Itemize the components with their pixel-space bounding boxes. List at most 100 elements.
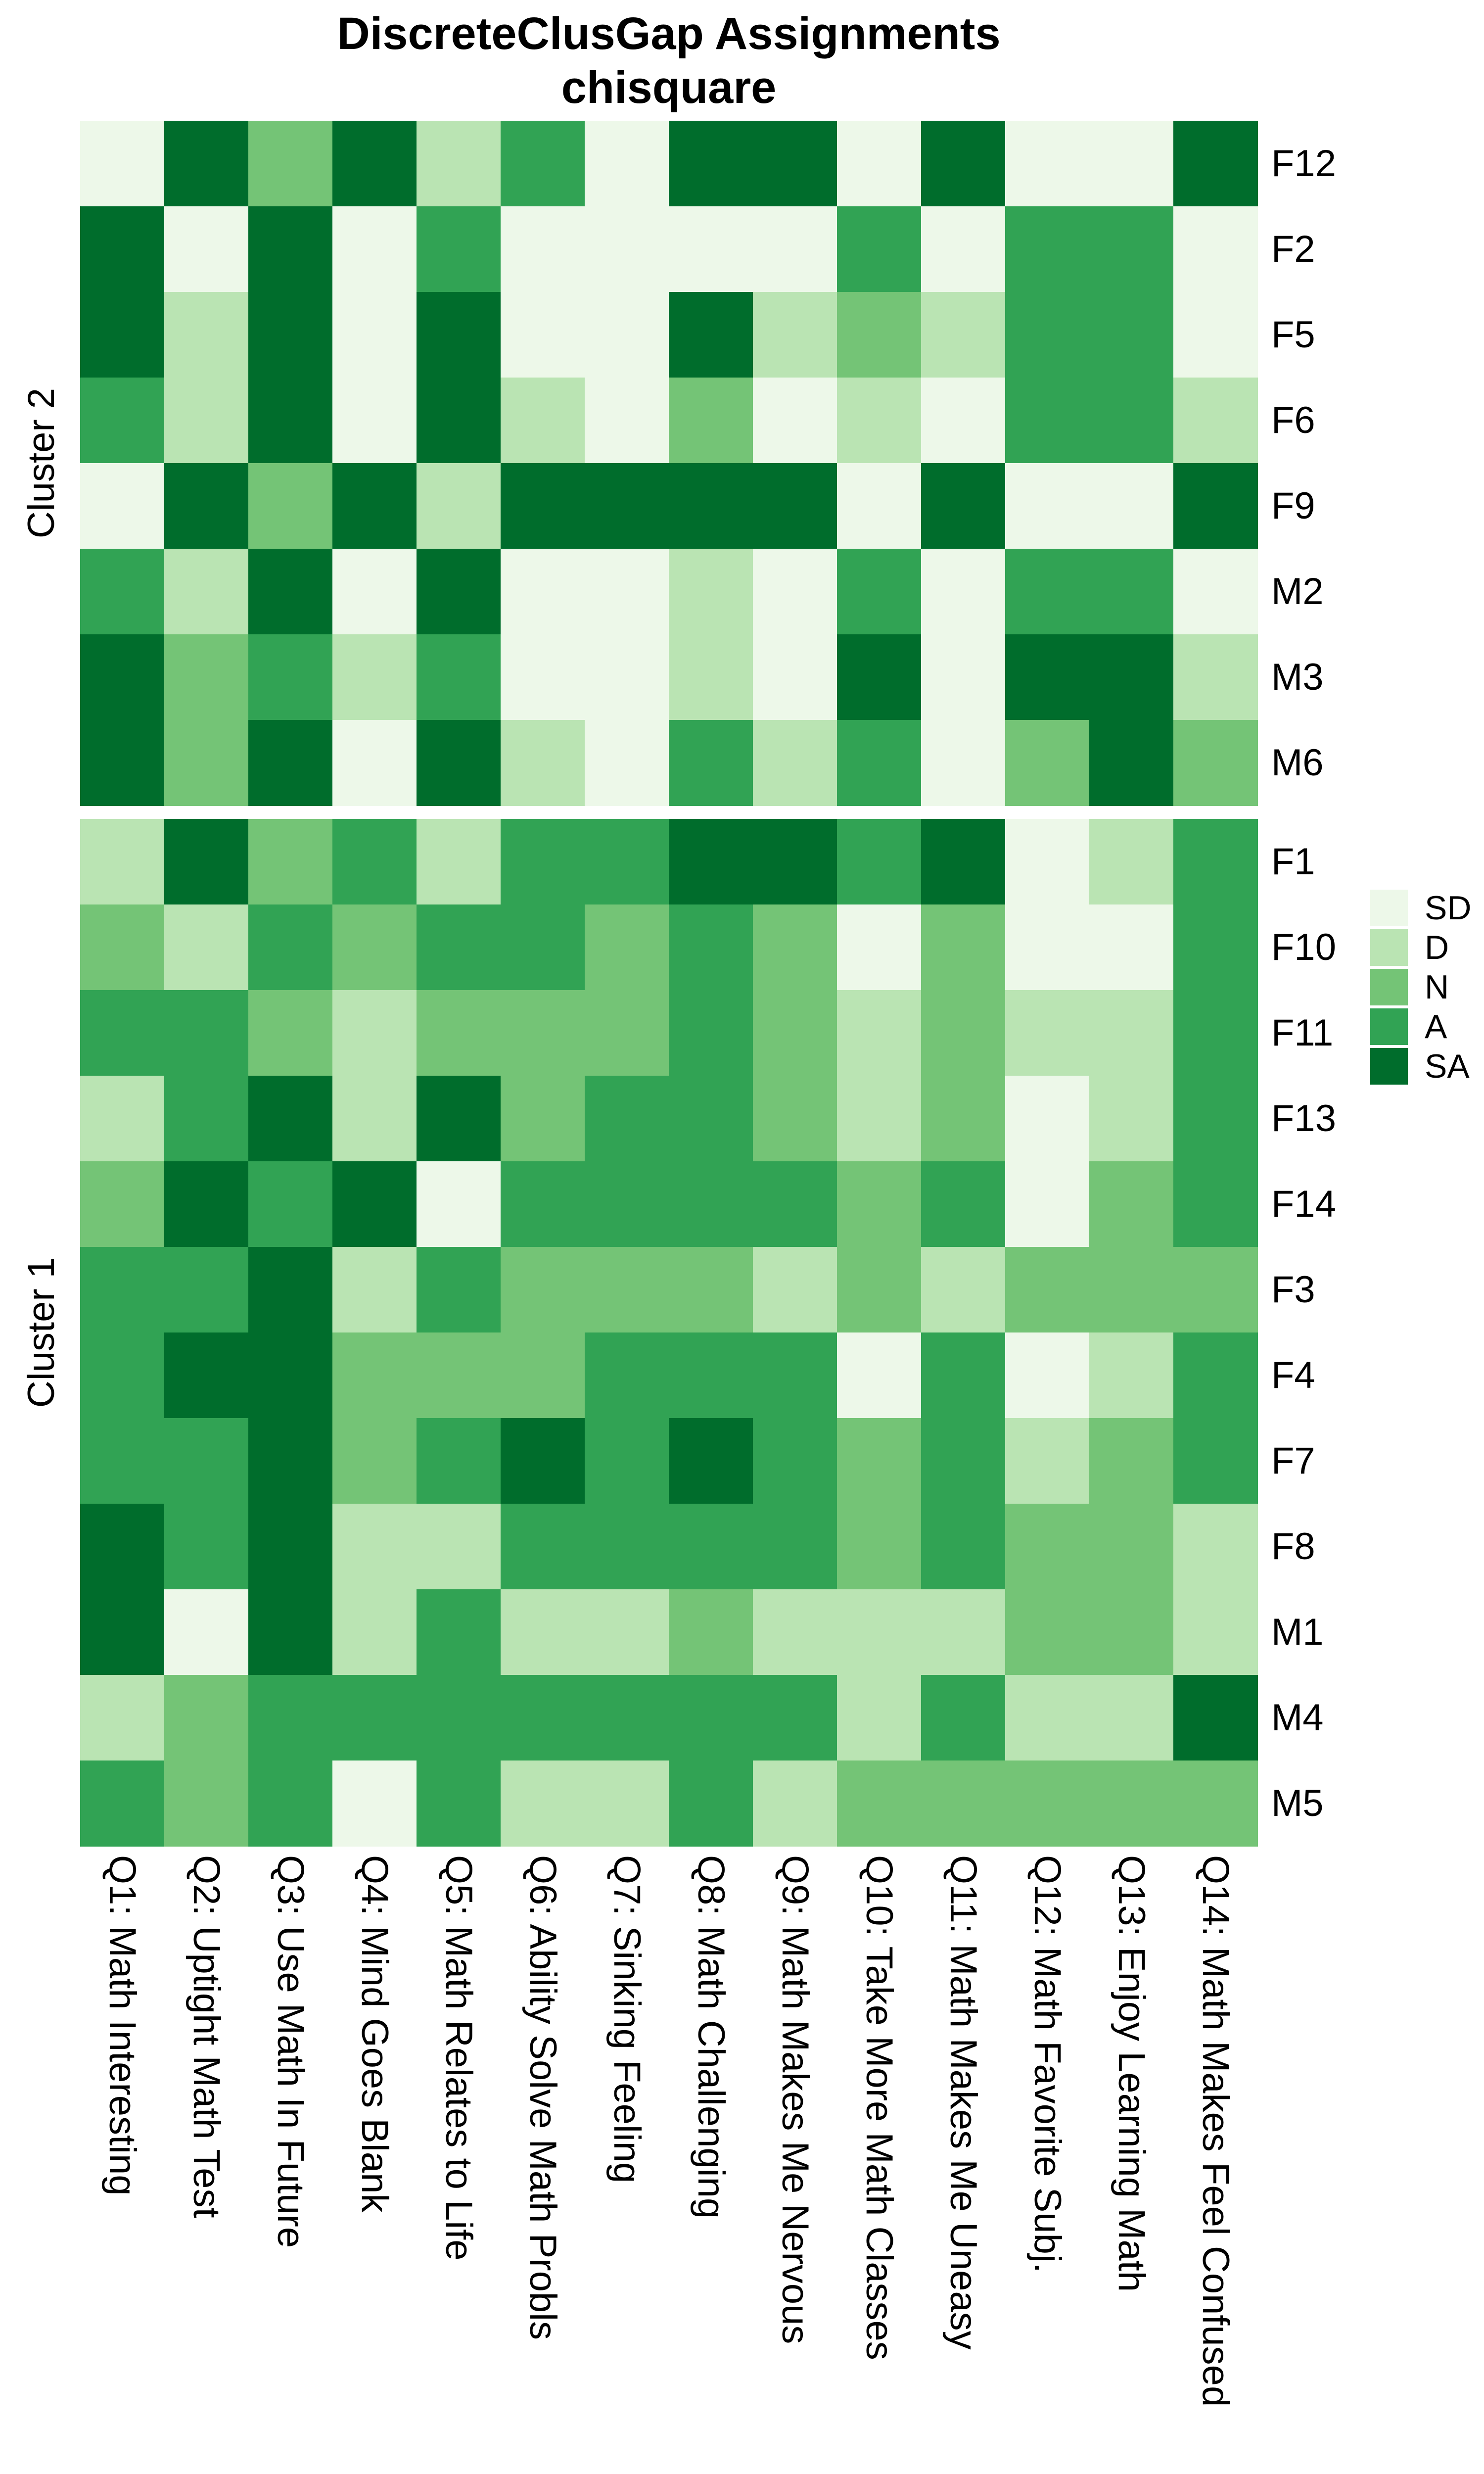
heatmap-cell (417, 1418, 501, 1504)
heatmap-cell (1089, 904, 1174, 991)
heatmap-cell (669, 463, 753, 549)
heatmap-cell (1005, 463, 1090, 549)
heatmap-cell (332, 1418, 417, 1504)
heatmap-cell (1089, 1332, 1174, 1419)
heatmap-cell (837, 206, 922, 292)
heatmap-cell (1173, 1589, 1258, 1675)
heatmap-cell (1173, 1332, 1258, 1419)
heatmap-cell (417, 1504, 501, 1590)
heatmap-cell (1089, 121, 1174, 207)
heatmap-cell (248, 904, 333, 991)
heatmap-cell (80, 378, 165, 464)
heatmap-cell (921, 1589, 1006, 1675)
row-label: F9 (1271, 484, 1315, 527)
heatmap-cell (837, 1332, 922, 1419)
heatmap-cell (248, 720, 333, 806)
row-label: F14 (1271, 1183, 1336, 1225)
heatmap-cell (80, 1161, 165, 1247)
heatmap-cell (332, 121, 417, 207)
heatmap-cell (80, 634, 165, 720)
row-label: F10 (1271, 926, 1336, 968)
heatmap-cell (1005, 1247, 1090, 1333)
heatmap-cell (837, 1504, 922, 1590)
heatmap-cell (501, 819, 585, 905)
heatmap-cell (1005, 1675, 1090, 1761)
heatmap-cell (1173, 819, 1258, 905)
heatmap-cell (417, 1589, 501, 1675)
heatmap-cell (248, 1675, 333, 1761)
heatmap-cell (164, 1589, 249, 1675)
heatmap-cell (248, 1760, 333, 1847)
heatmap-cell (417, 1161, 501, 1247)
heatmap-cell (332, 904, 417, 991)
heatmap-cell (417, 463, 501, 549)
cluster-label: Cluster 2 (20, 387, 62, 539)
heatmap-cell (921, 1332, 1006, 1419)
heatmap-cell (332, 378, 417, 464)
heatmap-cell (164, 292, 249, 378)
heatmap-cell (753, 990, 837, 1076)
heatmap-cell (585, 292, 669, 378)
heatmap-cell (332, 1504, 417, 1590)
heatmap-cell (837, 1675, 922, 1761)
heatmap-cell (585, 1589, 669, 1675)
heatmap-cell (837, 1161, 922, 1247)
heatmap-cell (248, 990, 333, 1076)
row-label: F5 (1271, 313, 1315, 356)
heatmap-cell (585, 378, 669, 464)
heatmap-cell (248, 378, 333, 464)
heatmap-cell (1005, 378, 1090, 464)
heatmap-cell (501, 720, 585, 806)
heatmap-cell (753, 1076, 837, 1162)
heatmap-cell (1005, 292, 1090, 378)
heatmap-cell (332, 549, 417, 635)
heatmap-cell (80, 121, 165, 207)
heatmap-cell (1173, 634, 1258, 720)
heatmap-cell (669, 720, 753, 806)
legend-swatch (1370, 890, 1408, 926)
heatmap-cell (1089, 1247, 1174, 1333)
figure-title-line1: DiscreteClusGap Assignments (337, 8, 1001, 59)
heatmap-cell (164, 904, 249, 991)
row-label: F3 (1271, 1268, 1315, 1311)
heatmap-cell (332, 990, 417, 1076)
heatmap-cell (753, 1332, 837, 1419)
heatmap-cell (1173, 206, 1258, 292)
column-label: Q6: Ability Solve Math Probls (522, 1855, 564, 2340)
heatmap-cell (1173, 1247, 1258, 1333)
heatmap-cell (1173, 378, 1258, 464)
heatmap-cell (1173, 292, 1258, 378)
heatmap-cell (1005, 819, 1090, 905)
heatmap-cell (669, 904, 753, 991)
row-label: M5 (1271, 1782, 1324, 1824)
legend-label: D (1425, 929, 1449, 966)
heatmap-cell (417, 990, 501, 1076)
row-label: F4 (1271, 1354, 1315, 1396)
heatmap-cell (332, 1247, 417, 1333)
heatmap-cell (585, 634, 669, 720)
heatmap-cell (1173, 549, 1258, 635)
heatmap-cell (417, 1247, 501, 1333)
heatmap-cell (669, 549, 753, 635)
heatmap-cell (164, 990, 249, 1076)
heatmap-cell (501, 549, 585, 635)
heatmap-cell (837, 463, 922, 549)
heatmap-cell (1089, 1076, 1174, 1162)
heatmap-cell (753, 1504, 837, 1590)
heatmap-cell (248, 463, 333, 549)
heatmap-cell (753, 1418, 837, 1504)
heatmap-cell (332, 1675, 417, 1761)
column-label: Q4: Mind Goes Blank (354, 1855, 396, 2213)
legend-swatch (1370, 929, 1408, 966)
heatmap-cell (1005, 206, 1090, 292)
heatmap-cell (921, 206, 1006, 292)
row-label: F1 (1271, 840, 1315, 883)
heatmap-cell (753, 1247, 837, 1333)
heatmap-cell (80, 1247, 165, 1333)
heatmap-cell (1173, 990, 1258, 1076)
heatmap-cell (1089, 720, 1174, 806)
heatmap-cell (164, 1076, 249, 1162)
heatmap-cell (585, 720, 669, 806)
heatmap-cell (585, 1418, 669, 1504)
heatmap-cell (164, 121, 249, 207)
